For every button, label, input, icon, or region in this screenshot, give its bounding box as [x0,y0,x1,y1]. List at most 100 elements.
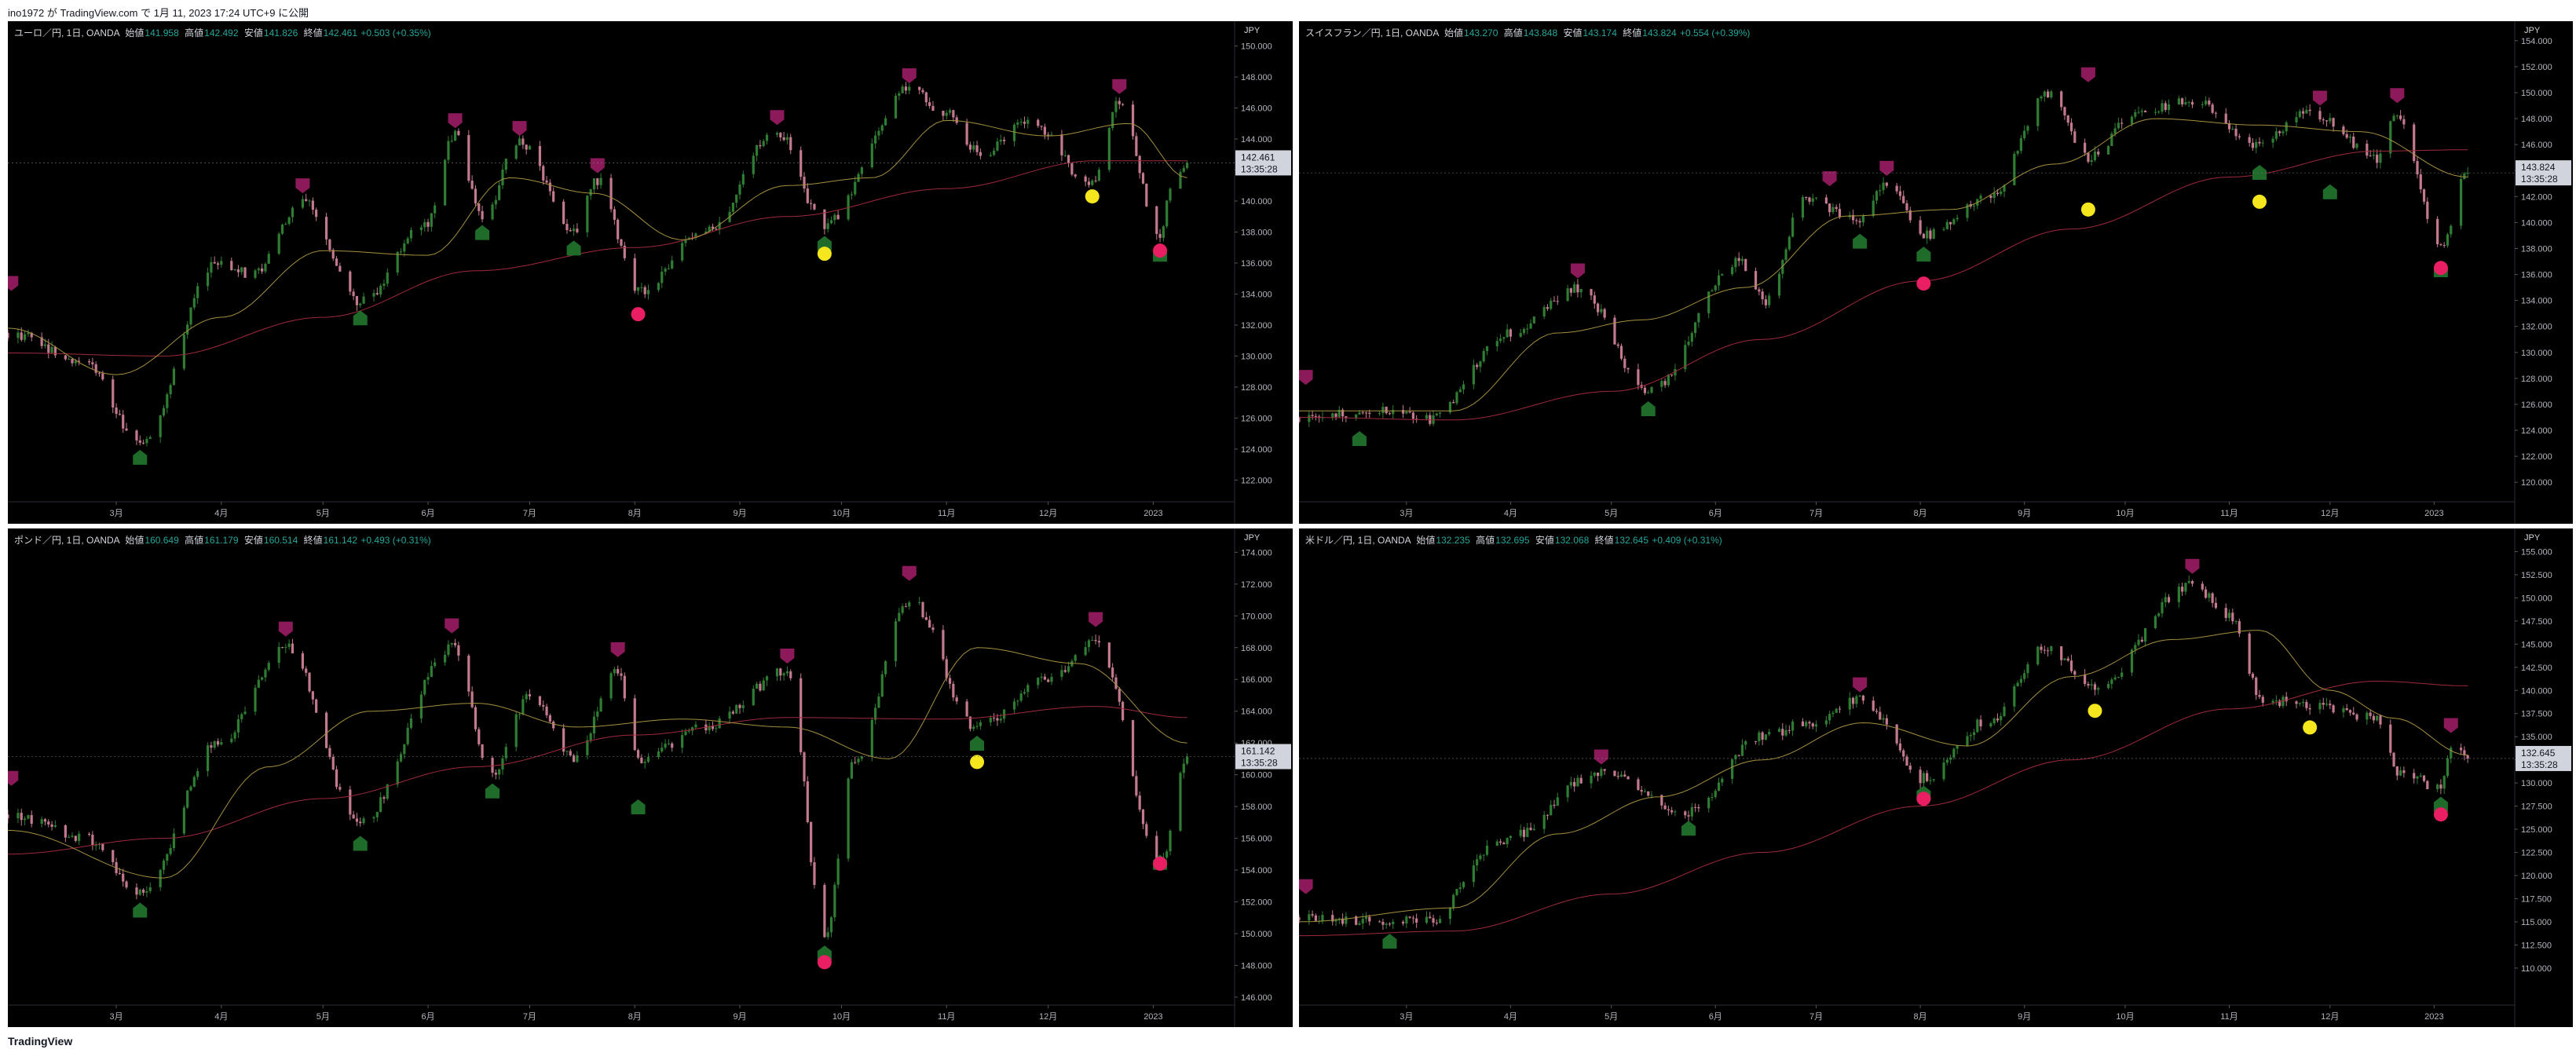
chart-canvas[interactable]: 110.000 112.500 115.000 117.500 120.000 122.5… [1299,528,2573,1027]
candle-body [1566,288,1569,302]
chart-canvas[interactable]: 120.000 122.000 124.000 126.000 128.000 130.0… [1299,21,2573,524]
candle-body [993,150,996,155]
candle-body [2157,613,2161,616]
candle-body [1107,128,1111,170]
yellow-signal-dot [2303,720,2318,735]
x-tick-label: 8月 [628,509,642,518]
chart-canvas[interactable]: 146.000 148.000 150.000 152.000 154.000 156.0… [8,528,1293,1027]
y-tick-label: 125.000 [2521,825,2552,835]
candle-body [931,627,935,631]
candle-body [20,813,23,821]
candle-body [836,858,840,885]
moving-average-fast [1299,118,2468,411]
candle-body [325,217,328,239]
candle-body [1791,218,1795,237]
candle-body [261,677,264,680]
x-tick-label: 10月 [2116,1012,2134,1022]
chart-panel-gbpjpy[interactable]: ポンド／円, 1日, OANDA 始値160.649 高値161.179 安値1… [8,528,1293,1027]
candle-body [277,233,280,254]
y-tick-label: 150.000 [2521,594,2552,603]
candle-body [2281,131,2285,133]
candle-body [267,254,270,264]
candle-body [728,711,731,719]
candle-body [1070,163,1074,175]
candle-body [192,777,196,787]
candle-body [823,209,826,229]
candle-body [135,887,138,895]
bottom-signal-marker [353,835,368,851]
candle-body [125,428,128,431]
candle-body [1573,284,1576,293]
candle-body [918,86,921,90]
candle-body [2087,684,2090,686]
candle-body [965,701,968,717]
candle-body [2201,104,2204,105]
candle-body [1023,122,1026,124]
candle-body [1979,196,1982,199]
candle-body [2187,101,2190,103]
candle-body [2308,109,2311,112]
candle-body [1158,233,1162,238]
candle-body [918,601,921,603]
bar-countdown: 13:35:28 [1241,163,1278,174]
candle-body [2208,593,2211,598]
candle-body [2016,151,2019,154]
candle-body [2369,712,2372,716]
y-tick-label: 146.000 [1241,104,1272,114]
candle-body [538,696,542,705]
candle-body [2117,676,2120,678]
moving-average-fast [8,119,1187,375]
candle-body [216,740,220,745]
candle-body [2325,120,2329,122]
candle-body [1529,828,1532,830]
candle-body [305,199,308,201]
candle-body [47,821,50,824]
chart-panel-chfjpy[interactable]: スイスフラン／円, 1日, OANDA 始値143.270 高値143.848 … [1299,21,2573,524]
y-tick-label: 172.000 [1241,580,1272,590]
y-tick-label: 170.000 [1241,612,1272,621]
candle-body [2153,616,2157,628]
candle-body [1855,696,1858,704]
candle-body [894,95,898,119]
y-tick-label: 144.000 [1241,135,1272,144]
candle-body [362,296,365,304]
candle-body [1956,745,1959,749]
candle-body [1690,806,1693,817]
candle-body [118,414,121,415]
candle-body [617,669,620,674]
candle-body [1509,329,1513,337]
candle-body [335,258,338,266]
chart-panel-usdjpy[interactable]: 米ドル／円, 1日, OANDA 始値132.235 高値132.695 安値1… [1299,528,2573,1027]
x-tick-label: 8月 [628,1012,642,1022]
candle-body [1989,723,1992,727]
candle-body [664,269,667,272]
candle-body [755,683,759,689]
bottom-signal-marker [2252,164,2267,180]
chart-panel-eurjpy[interactable]: ユーロ／円, 1日, OANDA 始値141.958 高値142.492 安値1… [8,21,1293,524]
low-value: 143.174 [1583,27,1617,38]
candle-body [1378,413,1381,415]
candle-body [718,718,721,729]
candle-body [1138,155,1141,174]
candle-body [1114,677,1118,689]
candle-body [1711,797,1714,799]
candle-body [2097,688,2100,690]
candle-body [1522,329,1526,334]
candle-body [810,821,813,863]
candle-body [280,646,284,648]
candle-body [2298,703,2301,704]
chart-canvas[interactable]: 122.000 124.000 126.000 128.000 130.000 132.0… [8,21,1293,524]
candle-body [1118,101,1121,104]
candle-body [2372,715,2375,721]
candle-body [94,845,97,846]
candle-body [2348,710,2352,713]
candle-body [2446,234,2450,246]
candle-body [426,677,430,680]
x-tick-label: 9月 [733,1012,746,1022]
candle-body [2140,639,2143,642]
candle-body [2251,674,2255,678]
high-label: 高値 [1503,27,1523,38]
candle-body [349,271,352,292]
candle-body [138,889,141,895]
close-label: 終値 [303,27,323,38]
